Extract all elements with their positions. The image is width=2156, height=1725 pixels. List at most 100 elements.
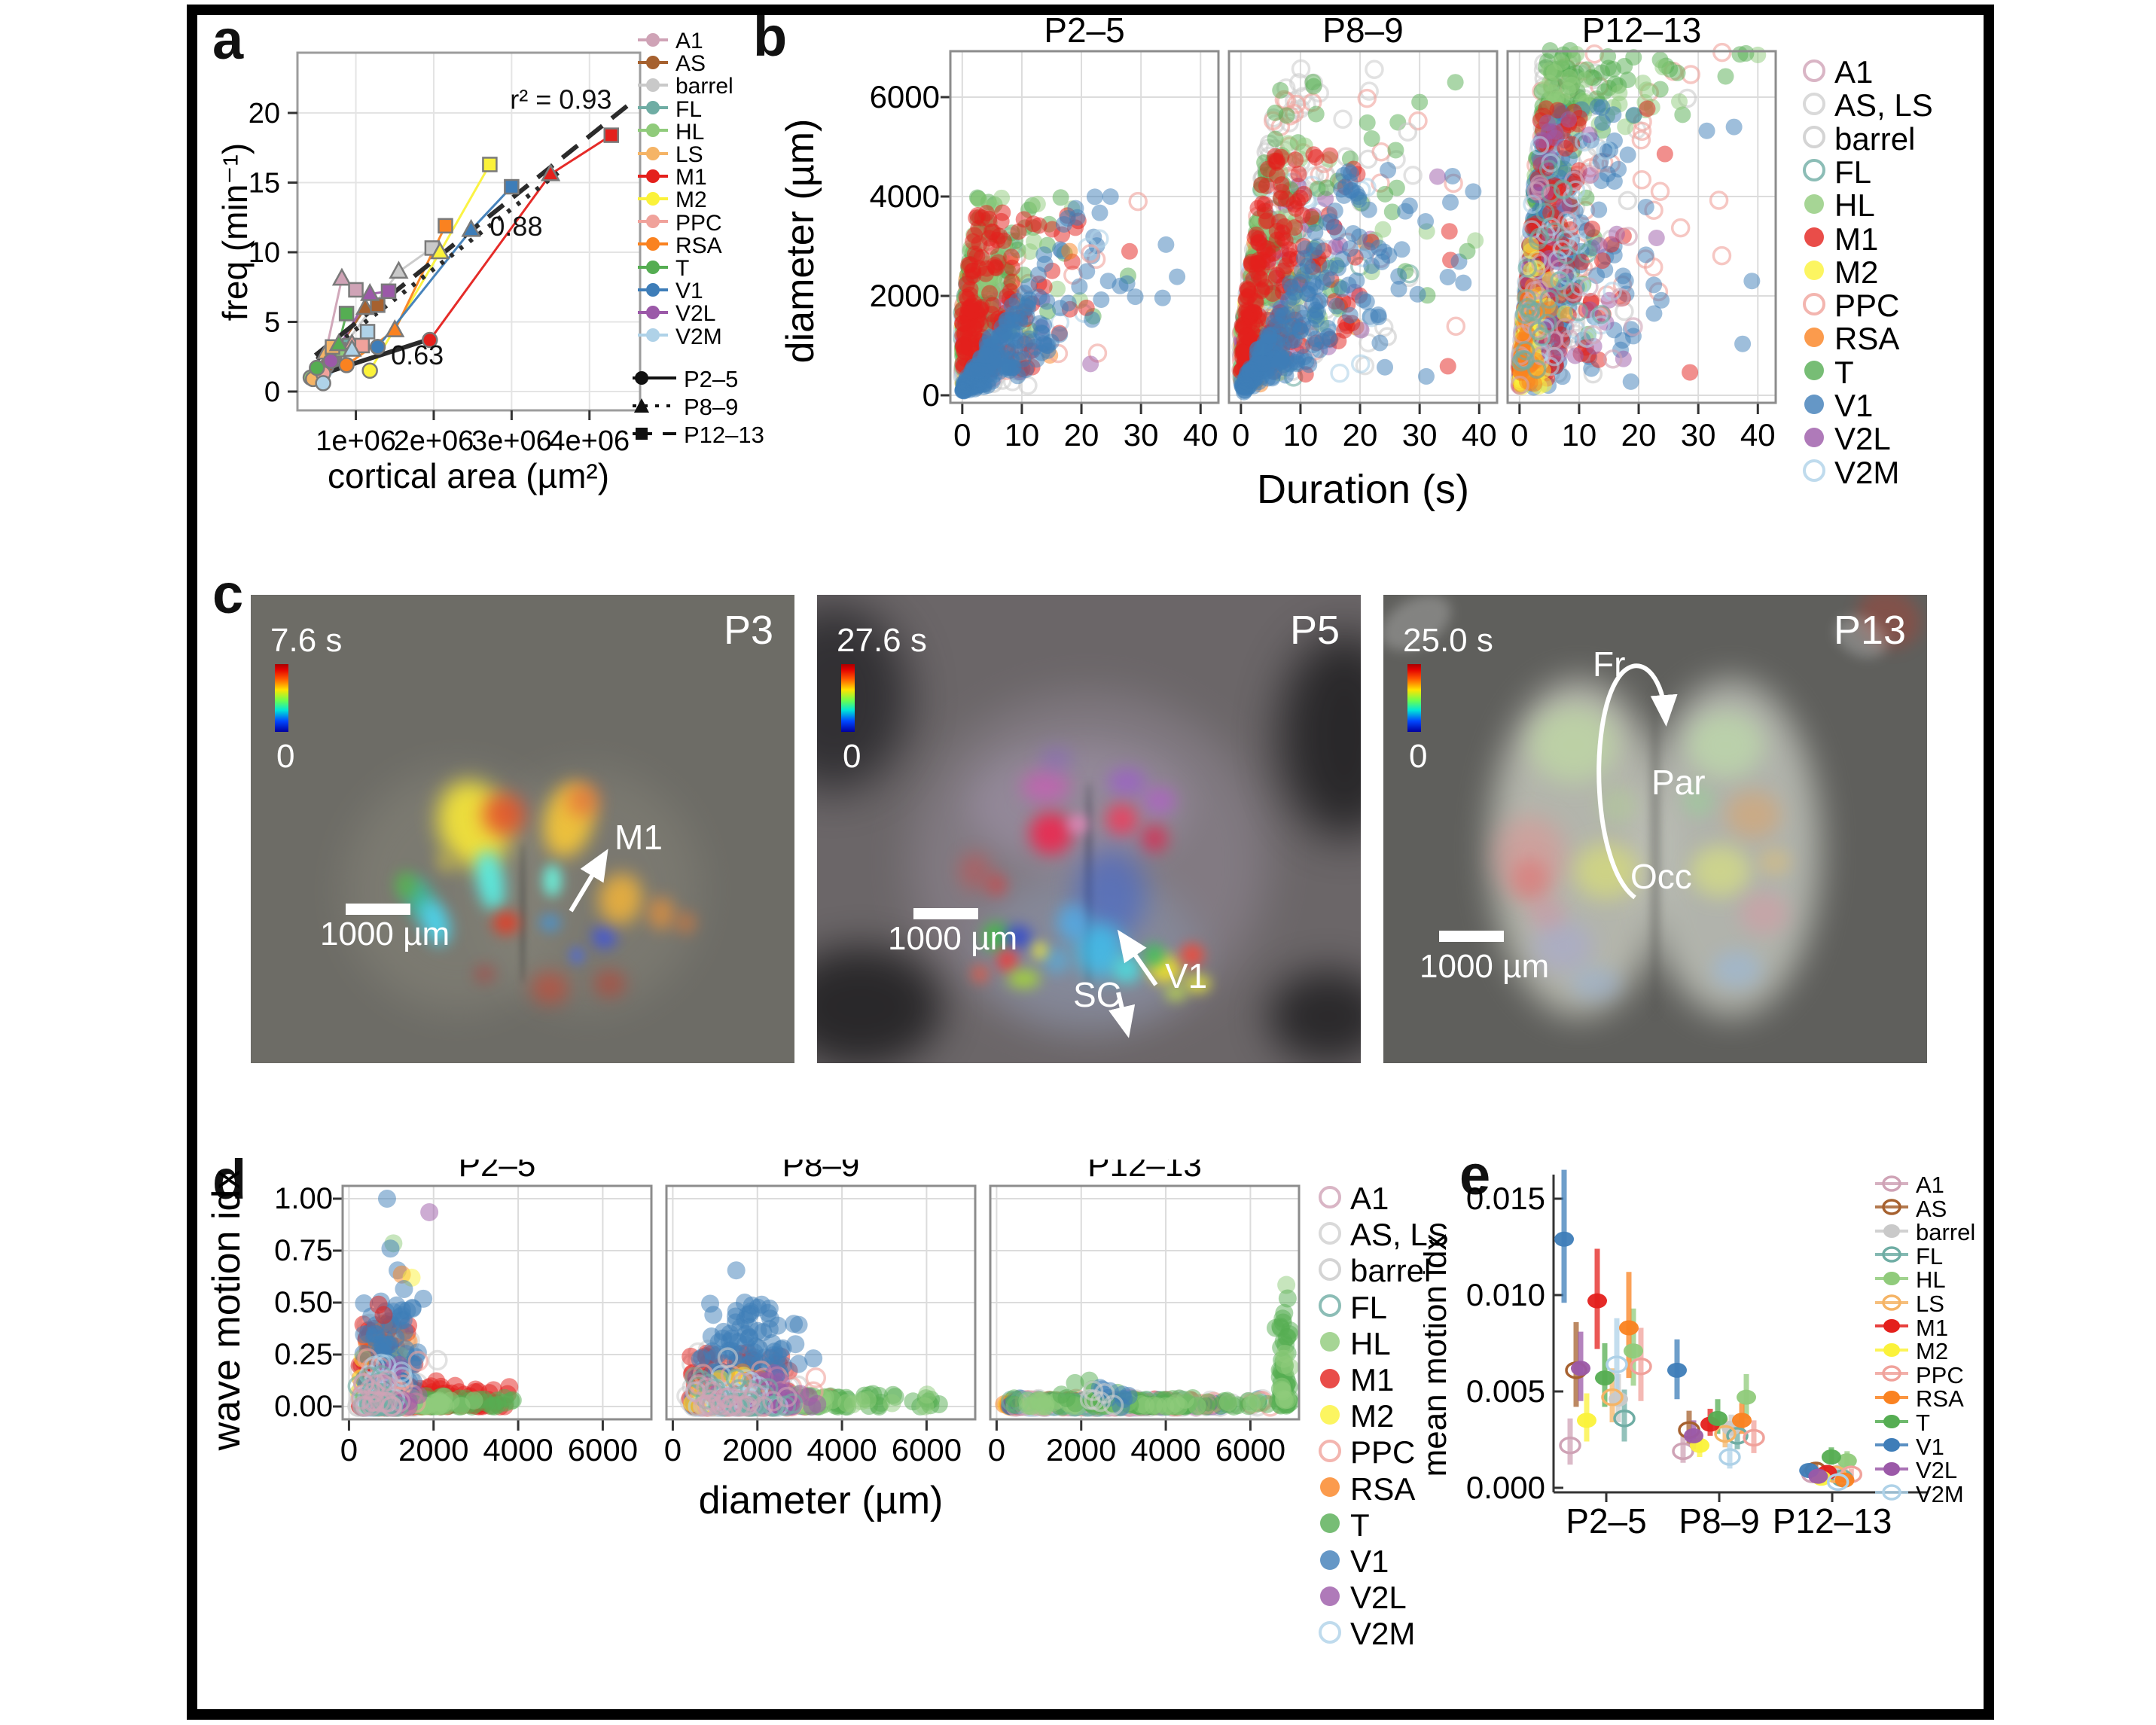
time-colorbar — [841, 664, 855, 732]
data-point — [1388, 179, 1405, 197]
as-legend-marker-icon — [638, 53, 668, 75]
colorbar-min-label: 0 — [843, 738, 861, 775]
data-point — [969, 362, 987, 379]
data-point — [1515, 341, 1535, 361]
data-point — [1286, 94, 1307, 114]
activity-blob — [1758, 847, 1792, 876]
data-point — [1287, 151, 1304, 169]
annotation-arrow — [1117, 929, 1158, 986]
data-point — [1511, 346, 1530, 366]
activity-blob — [492, 910, 520, 934]
data-point — [1252, 270, 1270, 288]
triangle-marker-icon — [633, 396, 676, 419]
data-point — [1554, 180, 1573, 200]
data-point — [1576, 71, 1593, 88]
data-point — [1291, 59, 1311, 79]
data-point — [1360, 201, 1377, 218]
data-point — [1004, 259, 1021, 276]
data-point — [1081, 244, 1100, 264]
data-point — [1535, 203, 1555, 222]
data-point — [1301, 281, 1319, 298]
data-point — [1329, 224, 1346, 241]
data-point — [1121, 242, 1138, 260]
activity-blob — [675, 910, 697, 934]
activity-blob — [566, 784, 599, 818]
legend-b-barrel: barrel — [1801, 121, 1915, 157]
data-point — [958, 276, 975, 293]
activity-blob — [543, 864, 563, 898]
legend-a-v2m: V2M — [638, 325, 722, 350]
data-point — [1328, 297, 1345, 315]
data-point — [1060, 294, 1077, 312]
legend-a-hl: HL — [638, 120, 704, 145]
data-point — [1236, 382, 1253, 399]
activity-blob — [1511, 859, 1550, 902]
activity-blob — [1571, 967, 1621, 1001]
data-point — [965, 262, 982, 279]
data-point — [1590, 236, 1608, 254]
data-point — [1555, 318, 1575, 337]
legend-b-v2m: V2M — [1801, 455, 1899, 491]
data-point — [377, 1391, 398, 1413]
scale-bar-label: 1000 µm — [1420, 948, 1549, 985]
activity-blob — [1165, 984, 1187, 1001]
data-point — [980, 346, 997, 364]
data-point — [1743, 273, 1761, 290]
data-point — [1617, 118, 1634, 136]
data-point — [1455, 274, 1472, 291]
data-point — [1538, 160, 1559, 179]
legend-label: PPC — [675, 210, 722, 236]
data-point — [1357, 88, 1377, 108]
data-point — [1618, 227, 1638, 246]
panel-a-frequency-vs-area-chart: 0.63 0.88 r² = 0.93 0 5 10 15 20 1e+06 2e+06 3e+06… — [203, 23, 670, 504]
v2m-legend-marker-icon — [638, 326, 668, 348]
data-point — [1318, 214, 1335, 231]
legend-b-v2l: V2L — [1801, 421, 1891, 457]
data-point — [1557, 305, 1574, 322]
data-point — [1078, 263, 1096, 280]
data-point — [852, 1392, 871, 1411]
data-point — [804, 1349, 823, 1368]
data-point — [1556, 197, 1573, 214]
data-point — [1401, 197, 1418, 215]
data-point — [1725, 118, 1743, 136]
data-point — [997, 358, 1014, 376]
legend-label: RSA — [675, 233, 722, 258]
legend-a-ls: LS — [638, 142, 703, 168]
data-point — [1603, 349, 1623, 369]
data-point — [1532, 327, 1551, 346]
legend-label: PPC — [1834, 288, 1900, 324]
data-point — [1112, 277, 1129, 294]
data-point — [1307, 149, 1325, 166]
ls-legend-marker-icon — [638, 145, 668, 166]
legend-b-fl: FL — [1801, 154, 1871, 190]
data-point — [392, 1366, 413, 1388]
data-point — [1541, 183, 1560, 203]
activity-blob — [1067, 815, 1089, 834]
legend-b-ppc: PPC — [1801, 288, 1899, 324]
legend-age-p2–5: P2–5 — [633, 366, 738, 393]
v2l-legend-marker-icon — [1801, 425, 1827, 454]
data-point — [1560, 69, 1578, 87]
legend-label: barrel — [1834, 120, 1916, 157]
legend-label: T — [675, 256, 690, 281]
data-point — [1267, 130, 1284, 148]
data-point — [1557, 211, 1577, 230]
data-point — [1016, 285, 1033, 302]
activity-blob — [1184, 974, 1212, 993]
data-point — [1611, 84, 1628, 102]
data-point — [1618, 190, 1638, 211]
data-point — [1554, 89, 1571, 106]
data-point — [1091, 204, 1108, 221]
data-point — [1282, 251, 1299, 268]
data-point — [1272, 81, 1289, 99]
panel-a-label: a — [212, 8, 244, 71]
data-point — [785, 1315, 804, 1333]
panel-d-wave-motion-vs-diameter-chart: wave motion idx 0.00 0.25 0.50 0.75 1.00 P2–5 0… — [203, 1147, 1318, 1581]
data-point — [1527, 359, 1547, 379]
data-point — [1127, 288, 1144, 306]
data-point — [1258, 177, 1275, 194]
region-annotation-v1: V1 — [1165, 956, 1207, 995]
rsa-legend-marker-icon — [1801, 325, 1827, 354]
data-point — [1036, 255, 1054, 273]
